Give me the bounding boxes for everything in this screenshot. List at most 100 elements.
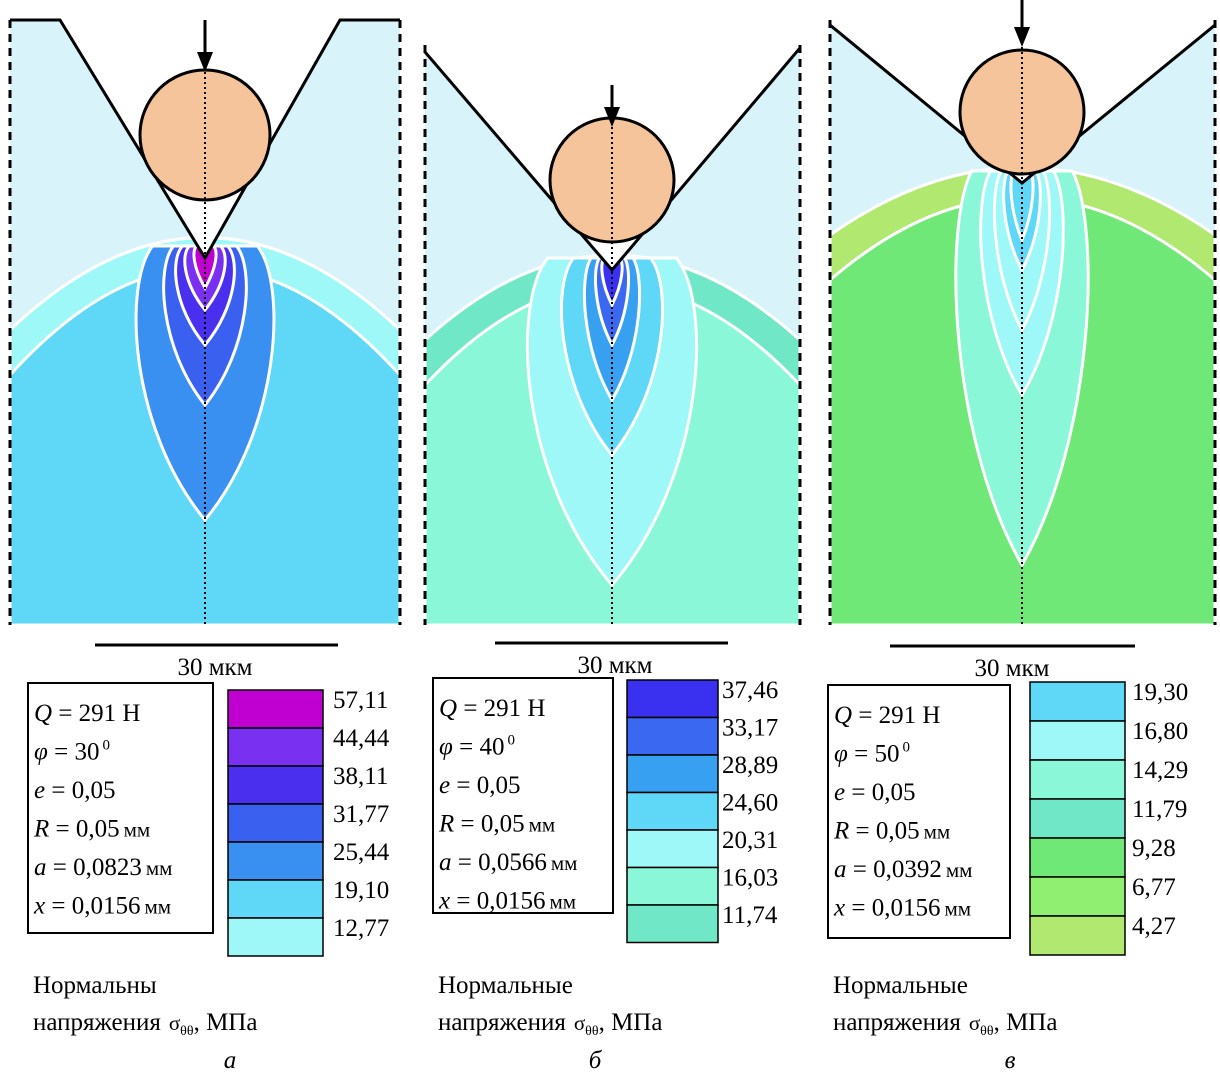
panel-letter: в [1005, 1047, 1016, 1074]
caption-line: Нормальные [833, 972, 968, 999]
panel-letter: б [589, 1047, 603, 1074]
caption-subscript: θθ [180, 1024, 194, 1039]
param-sup: 0 [102, 738, 110, 754]
param-unit: мм [529, 813, 556, 837]
param-symbol: a [834, 856, 847, 883]
param-symbol: e [439, 772, 450, 799]
param-value: = 0,05 [845, 779, 915, 806]
param-unit: мм [924, 820, 951, 844]
param-value: = 0,0156 [450, 888, 545, 915]
legend-swatch [228, 804, 323, 842]
panel: 30 мкмQ = 291 Нφ = 500e = 0,05R = 0,05мм… [828, 0, 1215, 1074]
legend-swatch [627, 830, 718, 868]
param-value: = 0,0566 [452, 849, 547, 876]
legend-label: 12,77 [333, 915, 389, 942]
legend-label: 9,28 [1132, 835, 1176, 862]
param-value: = 0,05 [450, 772, 520, 799]
param-value: = 0,0392 [847, 856, 942, 883]
param-unit: мм [946, 858, 973, 882]
scale-label: 30 мкм [974, 655, 1049, 682]
legend-label: 11,79 [1132, 796, 1187, 823]
caption-symbol: σ [574, 1011, 585, 1035]
param: e = 0,05 [34, 777, 115, 804]
caption-subscript: θθ [585, 1024, 599, 1039]
param: Q = 291 Н [34, 700, 140, 727]
caption-unit: , МПа [994, 1009, 1058, 1036]
legend-label: 25,44 [333, 839, 390, 866]
param-unit: мм [144, 895, 171, 919]
panel-letter: а [224, 1047, 237, 1074]
caption-line: напряжения σθθ, МПа [833, 1009, 1057, 1039]
param-symbol: φ [439, 734, 453, 761]
param-symbol: a [439, 849, 452, 876]
legend-swatch [228, 728, 323, 766]
param: Q = 291 Н [834, 702, 940, 729]
param-sup: 0 [507, 733, 515, 749]
legend-swatch [1030, 838, 1125, 877]
param: Q = 291 Н [439, 695, 545, 722]
param-symbol: x [438, 888, 450, 915]
legend-swatch [228, 690, 323, 728]
legend-swatch [627, 718, 718, 756]
param-symbol: R [438, 811, 454, 838]
param: φ = 400 [439, 733, 515, 761]
legend-label: 57,11 [333, 687, 388, 714]
panel: 30 мкм Q = 291 Н φ = 300 e = 0,05 R = 0,05мм… [10, 0, 400, 1074]
legend-swatch [228, 842, 323, 880]
legend-label: 20,31 [722, 827, 778, 854]
param: e = 0,05 [439, 772, 520, 799]
scale-label: 30 мкм [177, 654, 252, 681]
caption-symbol: σ [969, 1011, 980, 1035]
legend-label: 31,77 [333, 801, 389, 828]
param: a = 0,0392мм [834, 856, 972, 883]
legend-label: 38,11 [333, 763, 388, 790]
param-symbol: Q [34, 700, 52, 727]
param-unit: мм [146, 856, 173, 880]
ball [140, 70, 270, 200]
legend-swatch [1030, 916, 1125, 955]
param-value: = 0,05 [454, 811, 524, 838]
legend-swatch [627, 793, 718, 831]
legend-label: 4,27 [1132, 913, 1176, 940]
param-symbol: x [833, 895, 845, 922]
legend-swatch [1030, 877, 1125, 916]
caption-unit: , МПа [599, 1009, 663, 1036]
legend-label: 44,44 [333, 725, 390, 752]
param-symbol: x [33, 893, 45, 920]
param-value: = 0,0156 [45, 893, 140, 920]
legend-swatch [1030, 760, 1125, 799]
legend-label: 19,10 [333, 877, 389, 904]
caption-text: напряжения [833, 1009, 961, 1036]
legend-label: 24,60 [722, 790, 778, 817]
legend-label: 19,30 [1132, 679, 1188, 706]
legend-label: 37,46 [722, 677, 778, 704]
param: R = 0,05мм [33, 816, 150, 843]
caption-line: Нормальные [438, 972, 573, 999]
param: e = 0,05 [834, 779, 915, 806]
param-symbol: e [34, 777, 45, 804]
legend-swatch [228, 766, 323, 804]
param: x = 0,0156мм [833, 895, 971, 922]
legend-label: 16,80 [1132, 718, 1188, 745]
legend-swatch [627, 905, 718, 943]
param-symbol: R [833, 818, 849, 845]
legend-label: 11,74 [722, 902, 778, 929]
legend-swatch [228, 880, 323, 918]
param-value: = 291 Н [52, 700, 140, 727]
param-unit: мм [124, 818, 151, 842]
param-symbol: e [834, 779, 845, 806]
param-symbol: Q [834, 702, 852, 729]
param-value: = 0,0823 [47, 854, 142, 881]
legend-label: 6,77 [1132, 874, 1176, 901]
caption-subscript: θθ [980, 1024, 994, 1039]
caption-unit: , МПа [194, 1009, 258, 1036]
legend-label: 28,89 [722, 752, 778, 779]
